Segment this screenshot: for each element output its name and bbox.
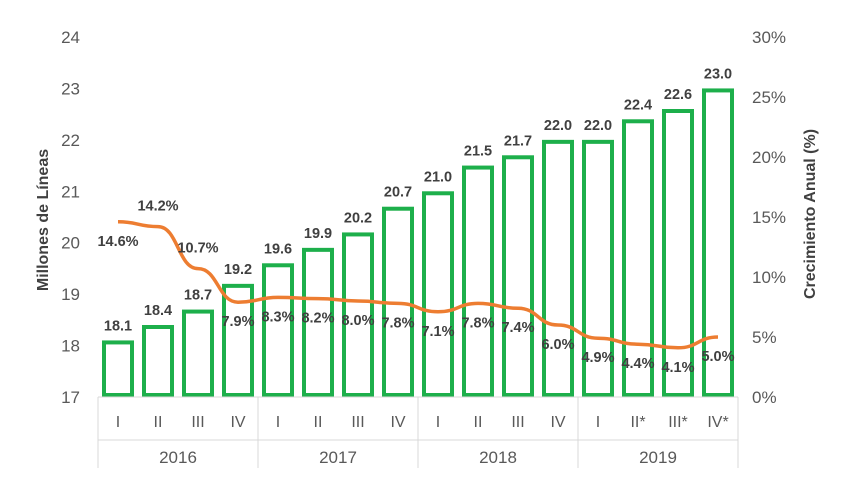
growth-value-label: 14.6%: [97, 234, 138, 250]
bar: [302, 247, 334, 397]
y-tick-label: 23: [61, 79, 80, 98]
bar-value-label: 20.7: [384, 185, 412, 201]
bar: [342, 232, 374, 397]
bar-value-label: 23.0: [704, 66, 732, 82]
y2-tick-label: 5%: [752, 328, 777, 347]
x-tick-label: II: [154, 414, 163, 431]
growth-value-label: 7.9%: [221, 314, 254, 330]
bar: [582, 139, 614, 397]
x-tick-label: III: [351, 414, 364, 431]
y-tick-label: 24: [61, 28, 80, 47]
x-tick-label: IV: [390, 414, 405, 431]
bar-value-label: 20.2: [344, 210, 372, 226]
y2-tick-label: 30%: [752, 28, 786, 47]
bar: [182, 309, 214, 398]
bar-value-label: 18.4: [144, 303, 172, 319]
bar-value-label: 22.0: [544, 118, 572, 134]
y2-tick-label: 10%: [752, 268, 786, 287]
bar-value-label: 19.6: [264, 241, 292, 257]
y-tick-label: 21: [61, 182, 80, 201]
x-tick-label: II: [474, 414, 483, 431]
y-tick-label: 17: [61, 388, 80, 407]
y2-tick-label: 20%: [752, 148, 786, 167]
x-tick-label: IV: [230, 414, 245, 431]
bar-value-label: 22.0: [584, 118, 612, 134]
x-tick-label: IV*: [707, 414, 728, 431]
x-tick-label: III: [511, 414, 524, 431]
bar: [222, 283, 254, 398]
bar: [142, 325, 174, 397]
x-tick-label: I: [436, 414, 440, 431]
x-tick-label: I: [596, 414, 600, 431]
bar: [462, 165, 494, 397]
y2-tick-label: 0%: [752, 388, 777, 407]
growth-value-label: 8.3%: [261, 309, 294, 325]
growth-value-label: 7.8%: [461, 315, 494, 331]
bar-value-label: 18.7: [184, 288, 212, 304]
x-tick-label: I: [116, 414, 120, 431]
bar-value-label: 21.0: [424, 169, 452, 185]
year-group-label: 2019: [639, 448, 677, 467]
bar: [542, 139, 574, 397]
y2-tick-label: 15%: [752, 208, 786, 227]
x-axis: I II III IV I II III IV I II III IV I II* III* IV*2016 2…: [97, 396, 739, 468]
growth-line: [117, 220, 719, 350]
bar: [622, 119, 654, 398]
bar: [702, 88, 734, 398]
bar-labels: 18.1 18.4 18.7 19.2 19.6 19.9 20.2 20.7 21.0 21.5…: [104, 66, 732, 334]
bar-value-label: 19.9: [304, 226, 332, 242]
x-tick-label: II: [314, 414, 323, 431]
line-labels: 14.6% 14.2% 10.7% 7.9% 8.3% 8.2% 8.0% 7.8% 7.1% 7…: [97, 199, 734, 376]
growth-value-label: 4.4%: [621, 356, 654, 372]
bar: [502, 155, 534, 397]
bar-value-label: 18.1: [104, 318, 132, 334]
growth-value-label: 14.2%: [137, 199, 178, 215]
bars: [102, 88, 734, 398]
bar-value-label: 22.4: [624, 97, 652, 113]
growth-value-label: 7.8%: [381, 315, 414, 331]
bar: [662, 109, 694, 397]
y-axis-right-title: Crecimiento Anual (%): [802, 129, 819, 299]
y-tick-label: 18: [61, 337, 80, 356]
bar: [422, 191, 454, 397]
x-tick-label: III*: [668, 414, 688, 431]
growth-value-label: 8.2%: [301, 311, 334, 327]
y-tick-label: 22: [61, 131, 80, 150]
x-tick-label: III: [191, 414, 204, 431]
y2-tick-label: 25%: [752, 88, 786, 107]
year-group-label: 2016: [159, 448, 197, 467]
x-tick-label: II*: [630, 414, 645, 431]
bar: [102, 340, 134, 397]
bar: [262, 263, 294, 397]
x-tick-label: I: [276, 414, 280, 431]
growth-value-label: 8.0%: [341, 313, 374, 329]
y-axis-left-ticks: 17 18 19 20 21 22 23 24: [61, 28, 80, 407]
x-tick-label: IV: [550, 414, 565, 431]
growth-line-path: [117, 220, 719, 350]
y-axis-left-title: Millones de Líneas: [35, 149, 52, 291]
growth-value-label: 7.1%: [421, 324, 454, 340]
bar-value-label: 21.7: [504, 133, 532, 149]
growth-value-label: 7.4%: [501, 320, 534, 336]
y-tick-label: 19: [61, 285, 80, 304]
y-tick-label: 20: [61, 234, 80, 253]
year-group-label: 2017: [319, 448, 357, 467]
growth-value-label: 4.9%: [581, 350, 614, 366]
growth-value-label: 5.0%: [701, 349, 734, 365]
growth-value-label: 6.0%: [541, 337, 574, 353]
growth-value-label: 4.1%: [661, 360, 694, 376]
bar-value-label: 21.5: [464, 144, 492, 160]
bar-value-label: 19.2: [224, 262, 252, 278]
bar-value-label: 22.6: [664, 87, 692, 103]
growth-value-label: 10.7%: [177, 241, 218, 257]
year-group-label: 2018: [479, 448, 517, 467]
y-axis-right-ticks: 0% 5% 10% 15% 20% 25% 30%: [752, 28, 786, 407]
